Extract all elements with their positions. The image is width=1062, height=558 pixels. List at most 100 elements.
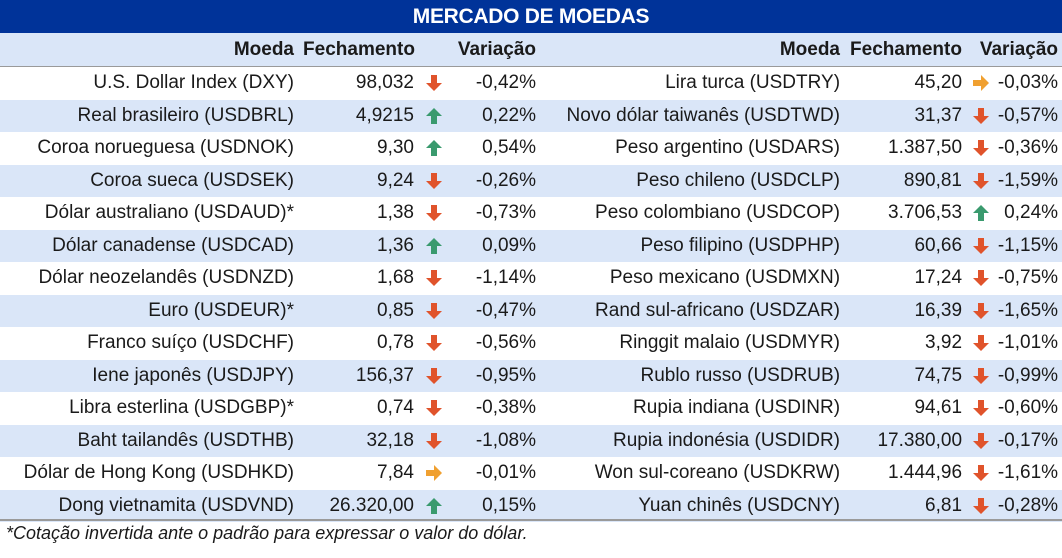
variation-value: -0,28% — [994, 489, 1062, 522]
trend-arrow-icon — [420, 359, 448, 392]
trend-arrow-icon — [420, 229, 448, 262]
currency-name: Dólar neozelandês (USDNZD) — [38, 267, 294, 289]
variation-value: 0,15% — [448, 489, 541, 522]
currency-name: Peso filipino (USDPHP) — [544, 229, 845, 262]
currency-name: Dong vietnamita (USDVND) — [0, 489, 298, 522]
table-row: Dólar neozelandês (USDNZD) 1,68 -1,14% Peso… — [0, 262, 1062, 295]
currency-name: Dólar canadense (USDCAD) — [0, 229, 298, 262]
closing-value: 98,032 — [355, 72, 414, 94]
currency-name: Dólar australiano (USDAUD)* — [44, 202, 294, 224]
closing-value: 60,66 — [844, 229, 969, 262]
arrow-down-icon — [973, 335, 990, 352]
closing-value: 0,74 — [377, 397, 414, 419]
trend-arrow-icon — [420, 67, 448, 100]
arrow-down-icon — [426, 270, 442, 287]
currency-name: Real brasileiro (USDBRL) — [0, 99, 298, 132]
currency-name: Peso chileno (USDCLP) — [544, 164, 845, 197]
trend-arrow-icon — [968, 489, 995, 522]
closing-value: 1,36 — [298, 229, 420, 262]
closing-value: 1,68 — [377, 267, 414, 289]
trend-arrow-icon — [420, 197, 448, 230]
currency-name: Yuan chinês (USDCNY) — [544, 489, 845, 522]
variation-value: -0,47% — [448, 294, 541, 327]
arrow-down-icon — [973, 237, 990, 254]
variation-value: -0,56% — [475, 332, 537, 354]
trend-arrow-icon — [420, 489, 448, 522]
currency-name: Coroa norueguesa (USDNOK) — [37, 137, 294, 159]
trend-arrow-icon — [968, 392, 994, 425]
variation-value: -1,08% — [448, 424, 541, 457]
trend-arrow-icon — [420, 164, 448, 197]
trend-arrow-icon — [420, 262, 448, 295]
currency-name: Peso colombiano (USDCOP) — [595, 202, 841, 224]
currency-name: Euro (USDEUR)* — [0, 294, 298, 327]
trend-arrow-icon — [968, 197, 994, 230]
trend-arrow-icon — [968, 262, 994, 295]
variation-value: 0,09% — [448, 229, 541, 262]
currency-name: Lira turca (USDTRY) — [665, 72, 841, 94]
arrow-up-icon — [426, 107, 442, 124]
variation-value: -0,60% — [997, 397, 1059, 419]
closing-value: 17.380,00 — [844, 424, 969, 457]
trend-arrow-icon — [968, 359, 995, 392]
variation-value: 0,54% — [482, 137, 537, 159]
arrow-right-icon — [973, 75, 990, 92]
currency-name: Rupia indiana (USDINR) — [633, 397, 841, 419]
header-moeda-right: Moeda — [544, 33, 845, 67]
variation-value: -0,75% — [997, 267, 1059, 289]
trend-arrow-icon — [968, 229, 995, 262]
table-title: MERCADO DE MOEDAS — [0, 0, 1062, 33]
header-fechamento-right: Fechamento — [844, 33, 969, 67]
currency-name: U.S. Dollar Index (DXY) — [93, 72, 294, 94]
arrow-down-icon — [426, 172, 442, 189]
currency-name: Rupia indonésia (USDIDR) — [544, 424, 845, 457]
trend-arrow-icon — [968, 132, 994, 165]
currency-name: Libra esterlina (USDGBP)* — [69, 397, 294, 419]
header-row: Moeda Fechamento Variação Moeda Fechamen… — [0, 33, 1062, 67]
arrow-down-icon — [426, 205, 442, 222]
closing-value: 26.320,00 — [298, 489, 420, 522]
closing-value: 1,38 — [377, 202, 414, 224]
table-row: Real brasileiro (USDBRL) 4,9215 0,22% Novo … — [0, 99, 1062, 132]
arrow-down-icon — [426, 302, 442, 319]
closing-value: 0,85 — [298, 294, 420, 327]
table-row: Dólar de Hong Kong (USDHKD) 7,84 -0,01% Won… — [0, 457, 1062, 490]
trend-arrow-icon — [420, 327, 448, 360]
closing-value: 1.387,50 — [888, 137, 963, 159]
closing-value: 0,78 — [377, 332, 414, 354]
variation-value: -0,01% — [475, 462, 537, 484]
header-moeda-left: Moeda — [0, 33, 298, 67]
closing-value: 4,9215 — [298, 99, 420, 132]
trend-arrow-icon — [968, 164, 995, 197]
closing-value: 3,92 — [925, 332, 963, 354]
trend-arrow-icon — [968, 424, 995, 457]
trend-arrow-icon — [968, 67, 994, 100]
trend-arrow-icon — [420, 392, 448, 425]
arrow-down-icon — [426, 75, 442, 92]
variation-value: -0,99% — [994, 359, 1062, 392]
variation-value: -0,95% — [448, 359, 541, 392]
closing-value: 6,81 — [844, 489, 969, 522]
variation-value: -1,15% — [994, 229, 1062, 262]
table-row: Baht tailandês (USDTHB) 32,18 -1,08% Rupia … — [0, 424, 1062, 457]
variation-value: -0,38% — [475, 397, 537, 419]
trend-arrow-icon — [420, 424, 448, 457]
variation-value: -0,17% — [994, 424, 1062, 457]
trend-arrow-icon — [968, 99, 995, 132]
variation-value: -0,57% — [994, 99, 1062, 132]
closing-value: 3.706,53 — [888, 202, 963, 224]
closing-value: 32,18 — [298, 424, 420, 457]
variation-value: 0,24% — [1004, 202, 1059, 224]
table-row: Dong vietnamita (USDVND) 26.320,00 0,15% Yu… — [0, 489, 1062, 522]
variation-value: -1,01% — [997, 332, 1059, 354]
variation-value: -0,73% — [475, 202, 537, 224]
trend-arrow-icon — [420, 99, 448, 132]
table-bottom-rule — [0, 519, 1062, 521]
arrow-up-icon — [973, 205, 990, 222]
arrow-down-icon — [973, 432, 990, 449]
arrow-down-icon — [973, 107, 990, 124]
arrow-down-icon — [973, 140, 990, 157]
closing-value: 9,24 — [298, 164, 420, 197]
currency-name: Coroa sueca (USDSEK) — [0, 164, 298, 197]
